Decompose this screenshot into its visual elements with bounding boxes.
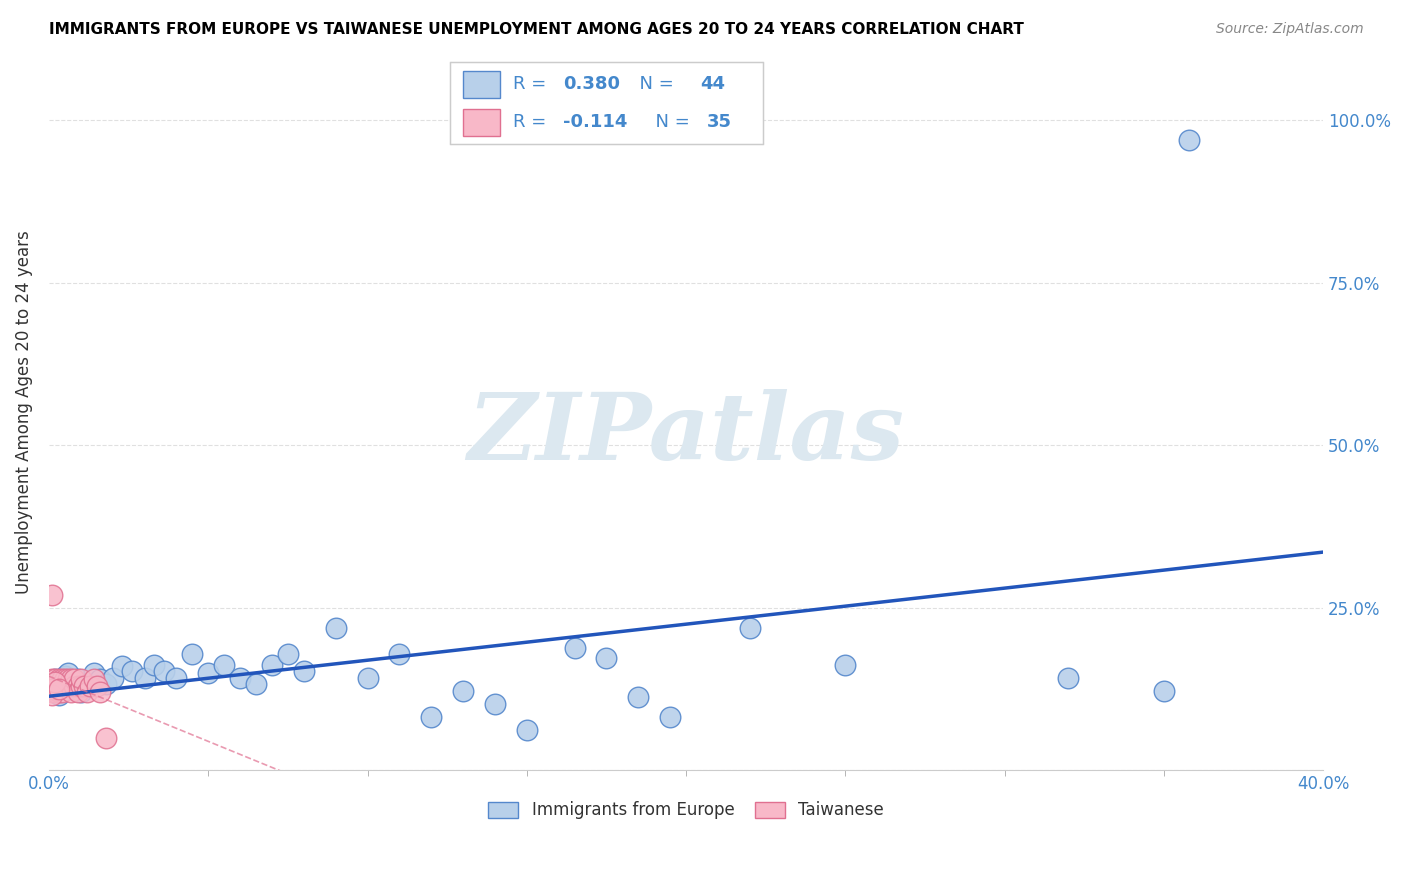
Point [41,688,63,702]
Point [56,665,79,680]
Point [69,672,91,686]
Point [86,679,108,693]
Point [212,657,235,672]
Point [44,685,66,699]
Point [44,679,66,693]
Point [89,685,111,699]
Point [484,697,506,711]
Point [89,672,111,686]
Point [41,679,63,693]
Point [69,679,91,693]
Point [83,665,105,680]
Point [516,723,538,737]
Point [79,679,101,693]
Point [134,671,156,685]
Point [101,671,124,685]
Point [292,664,315,678]
Point [451,683,474,698]
Point [48,679,70,693]
Point [277,648,299,662]
Point [41,672,63,686]
Point [56,672,79,686]
Point [44,672,66,686]
Point [66,685,89,699]
Point [41,681,63,696]
Legend: Immigrants from Europe, Taiwanese: Immigrants from Europe, Taiwanese [482,795,890,826]
Y-axis label: Unemployment Among Ages 20 to 24 years: Unemployment Among Ages 20 to 24 years [15,231,32,594]
Point [659,709,682,723]
Point [595,651,617,665]
Point [41,685,63,699]
Point [48,681,70,696]
Point [53,669,76,683]
Point [325,621,347,635]
Point [83,672,105,686]
Point [63,672,86,686]
Point [53,672,76,686]
Point [564,640,586,655]
Point [60,681,83,696]
Point [63,679,86,693]
Point [41,588,63,602]
Point [66,679,89,693]
Point [260,657,283,672]
Point [143,657,166,672]
Point [1153,683,1175,698]
Text: Source: ZipAtlas.com: Source: ZipAtlas.com [1216,22,1364,37]
Point [51,685,73,699]
Point [56,679,79,693]
Point [44,672,66,686]
Point [51,672,73,686]
Point [152,664,174,678]
Point [44,675,66,690]
Point [738,621,761,635]
Point [356,671,378,685]
Point [121,664,143,678]
Point [69,685,91,699]
Point [48,688,70,702]
Point [181,648,204,662]
Point [627,690,650,705]
Point [834,657,856,672]
Point [111,659,134,673]
Point [1178,133,1201,147]
Point [48,685,70,699]
Point [96,677,118,691]
Point [51,679,73,693]
Point [229,671,252,685]
Point [60,672,83,686]
Point [76,685,98,699]
Point [197,665,219,680]
Point [1057,671,1080,685]
Point [63,675,86,690]
Point [420,709,443,723]
Point [165,671,187,685]
Point [76,679,98,693]
Point [41,681,63,696]
Point [73,679,96,693]
Point [96,731,118,745]
Point [388,648,411,662]
Point [51,679,73,693]
Text: IMMIGRANTS FROM EUROPE VS TAIWANESE UNEMPLOYMENT AMONG AGES 20 TO 24 YEARS CORRE: IMMIGRANTS FROM EUROPE VS TAIWANESE UNEM… [49,22,1024,37]
Point [245,677,267,691]
Point [66,672,89,686]
Point [48,672,70,686]
Text: ZIPatlas: ZIPatlas [468,389,904,479]
Point [60,685,83,699]
Point [53,679,76,693]
